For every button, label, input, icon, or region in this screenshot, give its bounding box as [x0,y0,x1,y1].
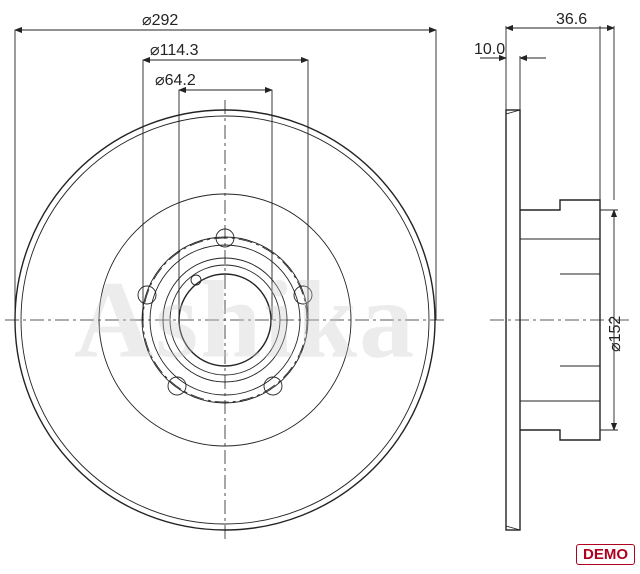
dim-d-bore: ⌀64.2 [155,72,272,90]
dim-d-outer: ⌀292 [15,12,436,30]
dim-side-disc: 10.0 [474,41,546,58]
dim-d-bcd: ⌀114.3 [143,42,308,60]
dim-d-hub: ⌀152 [607,210,624,430]
dim-d-bcd-label: ⌀114.3 [150,42,199,59]
dim-d-bore-label: ⌀64.2 [155,72,196,89]
front-view [5,30,445,540]
dim-side-total-label: 36.6 [556,11,587,28]
dim-d-outer-label: ⌀292 [142,12,178,29]
dim-side-total: 36.6 [506,11,614,28]
demo-stamp: DEMO [576,544,635,565]
dim-d-hub-label: ⌀152 [607,316,624,352]
dim-side-disc-label: 10.0 [474,41,505,58]
side-view [490,26,632,530]
